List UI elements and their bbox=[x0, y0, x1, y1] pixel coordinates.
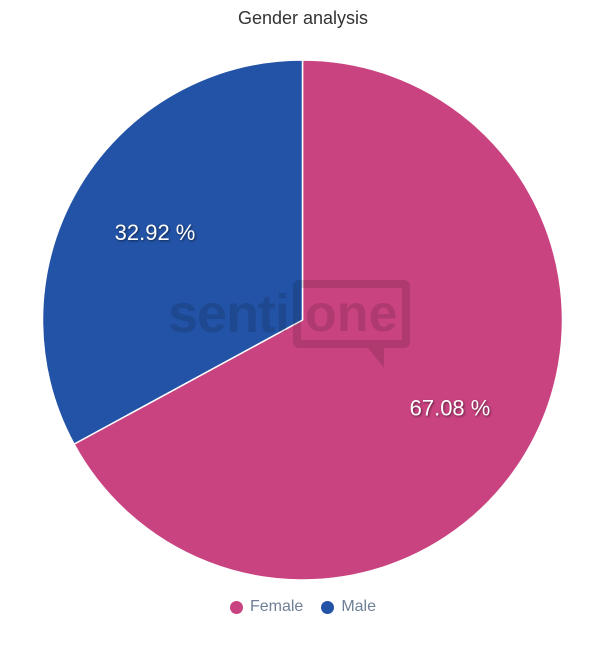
legend-item-female[interactable]: Female bbox=[229, 598, 304, 616]
legend-marker-male bbox=[321, 600, 335, 614]
pie-slice-male[interactable] bbox=[41, 59, 304, 445]
legend: Female Male bbox=[0, 598, 606, 616]
chart-title: Gender analysis bbox=[237, 8, 369, 28]
legend-label-female: Female bbox=[249, 598, 304, 615]
data-label-female: 67.08 % bbox=[410, 395, 491, 420]
legend-marker-female bbox=[229, 600, 243, 614]
legend-item-male[interactable]: Male bbox=[321, 598, 376, 616]
legend-label-male: Male bbox=[341, 598, 377, 615]
pie-slice-female[interactable] bbox=[73, 59, 564, 581]
data-label-male: 32.92 % bbox=[115, 220, 196, 245]
